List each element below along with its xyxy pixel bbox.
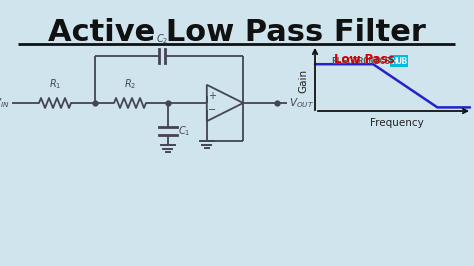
Text: HUB: HUB — [391, 56, 407, 65]
Text: −: − — [208, 105, 216, 115]
Text: +: + — [208, 91, 216, 101]
Text: Low Pass: Low Pass — [334, 53, 394, 66]
Text: $V_{OUT}$: $V_{OUT}$ — [289, 96, 314, 110]
Text: $C_2$: $C_2$ — [155, 32, 168, 46]
Text: ELECTRONICS: ELECTRONICS — [331, 56, 390, 65]
Text: $R_1$: $R_1$ — [49, 77, 61, 91]
Text: $R_2$: $R_2$ — [124, 77, 136, 91]
Text: Active Low Pass Filter: Active Low Pass Filter — [48, 18, 426, 47]
Text: $V_{IN}$: $V_{IN}$ — [0, 96, 9, 110]
Text: $C_1$: $C_1$ — [178, 124, 191, 138]
Text: Frequency: Frequency — [370, 118, 423, 128]
Text: Gain: Gain — [298, 69, 308, 93]
